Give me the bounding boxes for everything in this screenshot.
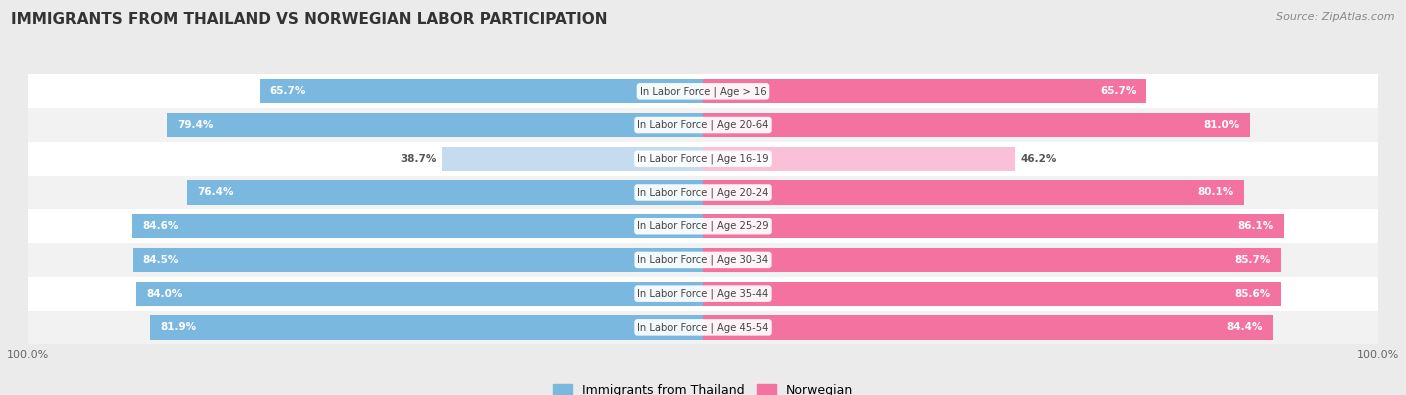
Text: 85.6%: 85.6% bbox=[1234, 289, 1271, 299]
Text: IMMIGRANTS FROM THAILAND VS NORWEGIAN LABOR PARTICIPATION: IMMIGRANTS FROM THAILAND VS NORWEGIAN LA… bbox=[11, 12, 607, 27]
Text: Source: ZipAtlas.com: Source: ZipAtlas.com bbox=[1277, 12, 1395, 22]
Bar bbox=[703, 79, 1146, 103]
Text: 65.7%: 65.7% bbox=[1099, 87, 1136, 96]
Bar bbox=[132, 248, 703, 272]
Bar bbox=[28, 75, 1378, 108]
Bar bbox=[28, 209, 1378, 243]
Text: 84.5%: 84.5% bbox=[143, 255, 179, 265]
Text: In Labor Force | Age 20-24: In Labor Force | Age 20-24 bbox=[637, 187, 769, 198]
Bar bbox=[703, 214, 1284, 238]
Text: 84.0%: 84.0% bbox=[146, 289, 183, 299]
Text: 85.7%: 85.7% bbox=[1234, 255, 1271, 265]
Text: In Labor Force | Age 35-44: In Labor Force | Age 35-44 bbox=[637, 288, 769, 299]
Bar bbox=[441, 147, 703, 171]
Bar bbox=[28, 142, 1378, 176]
Bar bbox=[167, 113, 703, 137]
Bar bbox=[136, 282, 703, 306]
Bar bbox=[703, 315, 1272, 340]
Text: In Labor Force | Age > 16: In Labor Force | Age > 16 bbox=[640, 86, 766, 97]
Bar bbox=[28, 277, 1378, 310]
Text: 79.4%: 79.4% bbox=[177, 120, 214, 130]
Bar bbox=[28, 310, 1378, 344]
Text: In Labor Force | Age 16-19: In Labor Force | Age 16-19 bbox=[637, 154, 769, 164]
Bar bbox=[150, 315, 703, 340]
Bar bbox=[187, 181, 703, 205]
Bar bbox=[703, 282, 1281, 306]
Text: 76.4%: 76.4% bbox=[197, 188, 233, 198]
Bar bbox=[132, 214, 703, 238]
Text: 38.7%: 38.7% bbox=[401, 154, 436, 164]
Text: 84.6%: 84.6% bbox=[142, 221, 179, 231]
Bar bbox=[28, 243, 1378, 277]
Legend: Immigrants from Thailand, Norwegian: Immigrants from Thailand, Norwegian bbox=[548, 379, 858, 395]
Bar bbox=[28, 108, 1378, 142]
Bar bbox=[703, 248, 1281, 272]
Text: In Labor Force | Age 45-54: In Labor Force | Age 45-54 bbox=[637, 322, 769, 333]
Text: 46.2%: 46.2% bbox=[1021, 154, 1056, 164]
Text: In Labor Force | Age 25-29: In Labor Force | Age 25-29 bbox=[637, 221, 769, 231]
Bar bbox=[28, 176, 1378, 209]
Text: 84.4%: 84.4% bbox=[1226, 322, 1263, 332]
Text: 80.1%: 80.1% bbox=[1197, 188, 1233, 198]
Text: 65.7%: 65.7% bbox=[270, 87, 307, 96]
Bar bbox=[260, 79, 703, 103]
Bar bbox=[703, 181, 1243, 205]
Bar bbox=[703, 147, 1015, 171]
Text: 86.1%: 86.1% bbox=[1237, 221, 1274, 231]
Text: 81.9%: 81.9% bbox=[160, 322, 197, 332]
Text: 81.0%: 81.0% bbox=[1204, 120, 1240, 130]
Bar bbox=[703, 113, 1250, 137]
Text: In Labor Force | Age 30-34: In Labor Force | Age 30-34 bbox=[637, 255, 769, 265]
Text: In Labor Force | Age 20-64: In Labor Force | Age 20-64 bbox=[637, 120, 769, 130]
